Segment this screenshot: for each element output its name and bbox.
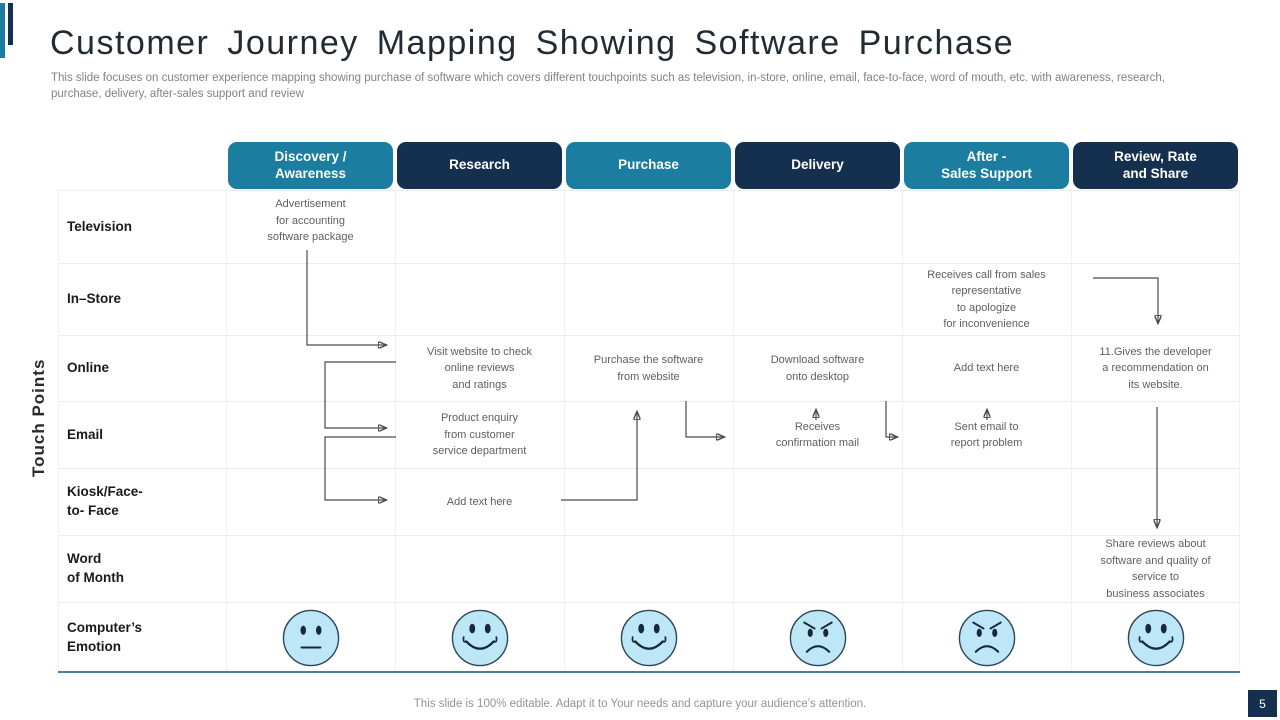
cell-email-research: Product enquiry from customer service de… — [432, 412, 527, 458]
emotion-cell-discovery — [226, 603, 395, 672]
emotion-cell-research — [395, 603, 564, 672]
grid-line — [1071, 190, 1072, 672]
cell-kiosk-research: Add text here — [446, 495, 513, 508]
grid-line — [1239, 190, 1240, 672]
stage-header-after-sales-support: After - Sales Support — [904, 142, 1069, 189]
happy-face-icon — [449, 607, 511, 669]
grid-line — [733, 190, 734, 672]
emotion-cell-delivery — [733, 603, 902, 672]
stage-header-research: Research — [397, 142, 562, 189]
grid-line — [902, 190, 903, 672]
stage-header-review-rate-share: Review, Rate and Share — [1073, 142, 1238, 189]
row-label-email: Email — [67, 426, 104, 442]
grid-line — [395, 190, 396, 672]
happy-face-icon — [618, 607, 680, 669]
grid-line — [226, 190, 227, 672]
table-baseline — [58, 671, 1240, 673]
emotion-cell-purchase — [564, 603, 733, 672]
journey-map-table: Discovery / Awareness Research Purchase … — [58, 142, 1240, 674]
happy-face-icon — [1125, 607, 1187, 669]
neutral-face-icon — [280, 607, 342, 669]
row-label-in-store: In–Store — [67, 291, 122, 307]
accent-bar-teal-icon — [0, 3, 5, 58]
cell-online-delivery: Download software onto desktop — [770, 354, 865, 383]
row-label-television: Television — [67, 218, 133, 234]
cell-television-discovery: Advertisement for accounting software pa… — [267, 198, 354, 243]
row-label-word-of-month: Word of Month — [67, 551, 124, 585]
table-row-word-of-month: Word of Month Share reviews about softwa… — [58, 535, 1240, 602]
stage-header-discovery-awareness: Discovery / Awareness — [228, 142, 393, 189]
row-label-online: Online — [67, 360, 110, 376]
table-row-computers-emotion: Computer’s Emotion — [58, 602, 1240, 672]
angry-face-icon — [956, 607, 1018, 669]
page-number-badge: 5 — [1248, 690, 1277, 717]
cell-word-of-month-review: Share reviews about software and quality… — [1100, 538, 1211, 600]
cell-online-review: 11.Gives the developer a recommendation … — [1099, 345, 1212, 391]
grid-line — [58, 190, 59, 672]
emotion-cell-after-sales — [902, 603, 1071, 672]
cell-email-after-sales: Sent email to report problem — [950, 420, 1023, 450]
emotion-cell-review — [1071, 603, 1240, 672]
row-label-computers-emotion: Computer’s Emotion — [67, 619, 143, 654]
table-row-kiosk-face-to-face: Kiosk/Face- to- Face Add text here — [58, 468, 1240, 535]
table-row-email: Email Product enquiry from customer serv… — [58, 401, 1240, 468]
stage-header-purchase: Purchase — [566, 142, 731, 189]
page-title: Customer Journey Mapping Showing Softwar… — [50, 24, 1015, 62]
row-label-kiosk-face-to-face: Kiosk/Face- to- Face — [67, 484, 143, 518]
cell-email-delivery: Receives confirmation mail — [775, 420, 860, 450]
table-row-television: Television Advertisement for accounting … — [58, 190, 1240, 263]
stage-header-delivery: Delivery — [735, 142, 900, 189]
cell-in-store-after-sales: Receives call from sales representative … — [927, 268, 1046, 331]
touch-points-axis-label: Touch Points — [29, 358, 48, 477]
footer-note: This slide is 100% editable. Adapt it to… — [413, 698, 867, 710]
cell-online-after-sales: Add text here — [953, 362, 1020, 375]
table-row-online: Online Visit website to check online rev… — [58, 335, 1240, 401]
cell-online-purchase: Purchase the software from website — [593, 354, 704, 383]
slide-subtitle: This slide focuses on customer experienc… — [51, 72, 1165, 100]
table-row-in-store: In–Store Receives call from sales repres… — [58, 263, 1240, 335]
angry-face-icon — [787, 607, 849, 669]
cell-online-research: Visit website to check online reviews an… — [427, 345, 532, 391]
accent-bar-navy-icon — [8, 3, 13, 45]
